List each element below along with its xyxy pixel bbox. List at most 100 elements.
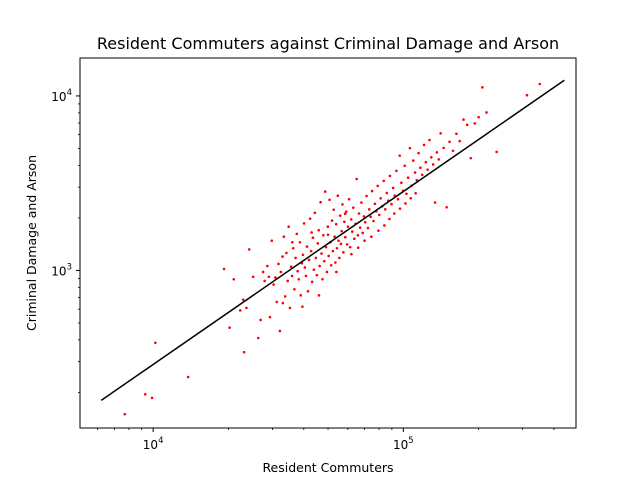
data-point bbox=[286, 279, 290, 283]
data-point bbox=[261, 270, 265, 274]
x-tick-label: 105 bbox=[393, 436, 414, 452]
data-point bbox=[379, 197, 383, 200]
data-point bbox=[481, 86, 484, 89]
data-point bbox=[370, 235, 373, 239]
data-point bbox=[344, 210, 348, 214]
data-point bbox=[445, 206, 448, 209]
data-point bbox=[232, 277, 236, 281]
data-point bbox=[420, 173, 424, 177]
data-point bbox=[352, 206, 355, 209]
data-point bbox=[143, 393, 147, 396]
data-point bbox=[279, 270, 283, 274]
data-point bbox=[538, 82, 542, 86]
data-point bbox=[388, 217, 391, 221]
data-point bbox=[319, 200, 322, 204]
data-point bbox=[318, 264, 321, 268]
data-point bbox=[331, 249, 335, 253]
data-point bbox=[328, 198, 331, 202]
data-point bbox=[396, 197, 400, 201]
data-point bbox=[306, 289, 310, 293]
data-point bbox=[301, 305, 304, 308]
fit-line bbox=[100, 79, 565, 401]
data-point bbox=[395, 169, 398, 173]
chart-title: Resident Commuters against Criminal Dama… bbox=[97, 34, 559, 53]
data-point bbox=[414, 191, 417, 195]
data-point bbox=[398, 207, 402, 210]
data-point bbox=[345, 243, 349, 246]
data-point bbox=[435, 151, 439, 154]
data-point bbox=[350, 252, 353, 256]
data-point bbox=[298, 240, 302, 244]
data-point bbox=[404, 202, 407, 205]
data-point bbox=[469, 156, 473, 160]
data-points bbox=[123, 82, 542, 416]
data-point bbox=[430, 156, 433, 159]
data-point bbox=[290, 274, 294, 278]
data-point bbox=[356, 246, 360, 249]
data-point bbox=[437, 158, 441, 161]
data-point bbox=[431, 163, 435, 166]
x-tick-label: 104 bbox=[143, 436, 164, 452]
data-point bbox=[343, 220, 346, 224]
data-point bbox=[247, 248, 251, 251]
data-point bbox=[291, 240, 294, 244]
data-point bbox=[439, 131, 442, 135]
data-point bbox=[349, 218, 353, 221]
data-point bbox=[377, 229, 380, 232]
y-axis-label: Criminal Damage and Arson bbox=[24, 155, 39, 331]
data-point bbox=[314, 256, 318, 260]
data-point bbox=[322, 233, 325, 237]
data-point bbox=[334, 222, 338, 226]
data-point bbox=[385, 191, 389, 195]
data-point bbox=[238, 309, 242, 312]
data-point bbox=[287, 225, 290, 229]
data-point bbox=[326, 233, 330, 237]
data-point bbox=[283, 295, 287, 298]
data-point bbox=[372, 219, 375, 223]
data-point bbox=[324, 245, 328, 249]
data-point bbox=[311, 236, 315, 240]
data-point bbox=[341, 203, 344, 206]
data-point bbox=[308, 217, 312, 220]
data-point bbox=[342, 251, 345, 254]
data-point bbox=[285, 251, 288, 255]
data-point bbox=[361, 231, 365, 235]
data-point bbox=[294, 256, 297, 260]
data-point bbox=[245, 306, 248, 310]
data-point bbox=[307, 258, 311, 262]
data-point bbox=[323, 190, 327, 193]
data-point bbox=[272, 283, 275, 286]
data-point bbox=[297, 277, 301, 281]
data-point bbox=[477, 115, 480, 119]
data-point bbox=[525, 93, 529, 97]
data-point bbox=[363, 239, 366, 243]
major-ticks: 104 105 103 104 bbox=[51, 88, 413, 452]
data-point bbox=[409, 197, 412, 200]
data-point bbox=[266, 264, 269, 268]
data-point bbox=[388, 174, 392, 178]
data-point bbox=[370, 189, 374, 193]
data-point bbox=[347, 197, 351, 201]
data-point bbox=[415, 178, 419, 182]
data-point bbox=[150, 396, 154, 400]
data-point bbox=[326, 225, 330, 229]
fit-line-group bbox=[100, 79, 565, 401]
data-point bbox=[154, 341, 157, 345]
data-point bbox=[316, 242, 320, 245]
y-tick-label: 103 bbox=[51, 262, 72, 278]
data-point bbox=[291, 246, 295, 250]
data-point bbox=[330, 219, 334, 222]
data-point bbox=[426, 168, 429, 171]
data-point bbox=[343, 212, 347, 216]
data-point bbox=[383, 208, 387, 211]
minor-ticks bbox=[78, 103, 555, 430]
data-point bbox=[353, 237, 356, 240]
data-point bbox=[267, 275, 271, 279]
data-point bbox=[293, 287, 296, 291]
data-point bbox=[304, 274, 308, 278]
data-point bbox=[317, 294, 321, 297]
data-point bbox=[392, 212, 396, 215]
data-point bbox=[413, 171, 417, 174]
data-point bbox=[419, 166, 422, 169]
